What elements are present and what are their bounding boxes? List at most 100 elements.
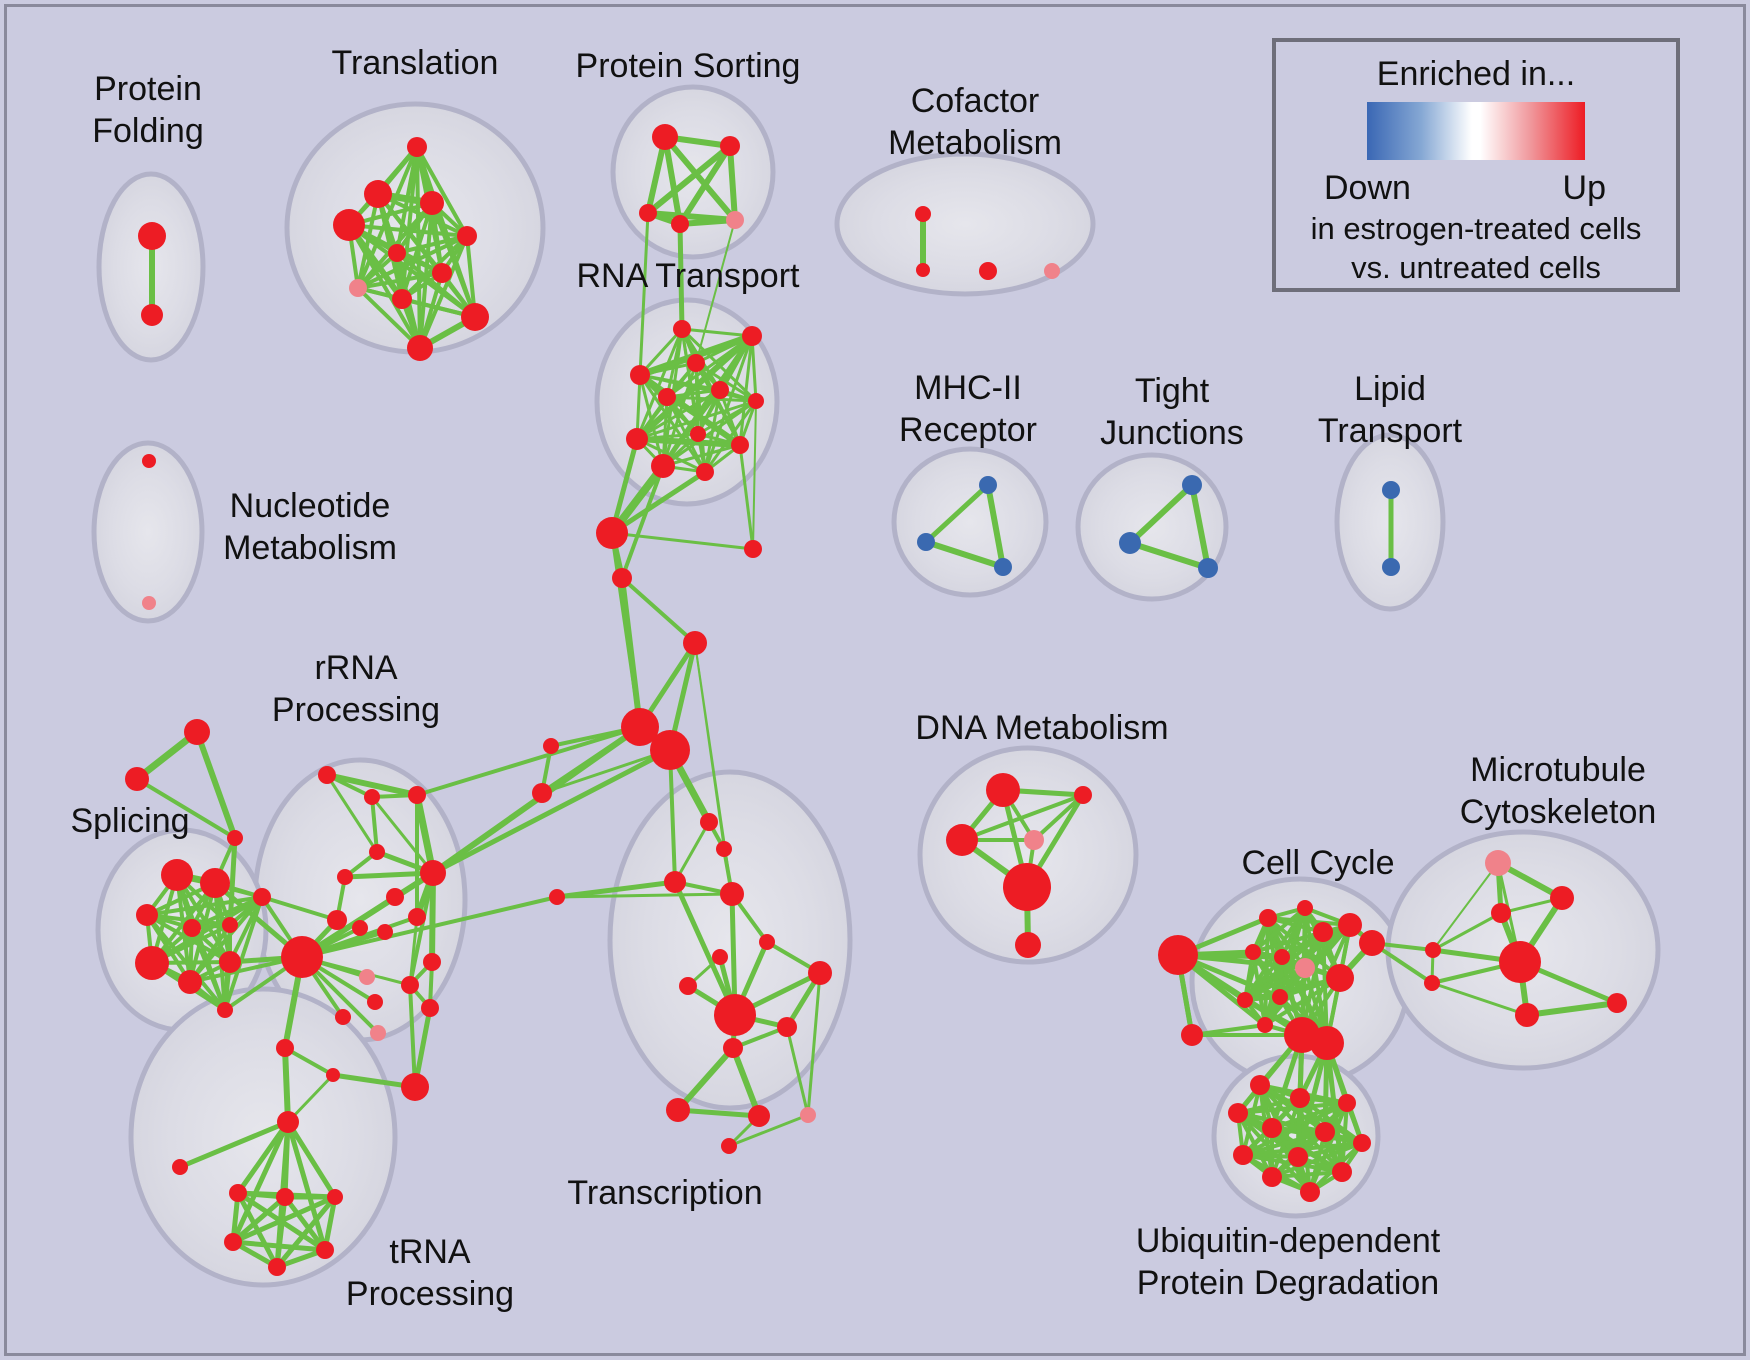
node-rt1[interactable] (673, 320, 691, 338)
node-r3[interactable] (408, 786, 426, 804)
node-tx8[interactable] (679, 977, 697, 995)
node-u6[interactable] (1315, 1122, 1335, 1142)
node-cc11[interactable] (1257, 1017, 1273, 1033)
node-r4[interactable] (369, 844, 385, 860)
node-mtc2[interactable] (1424, 975, 1440, 991)
node-ps3[interactable] (639, 204, 657, 222)
node-t4[interactable] (333, 209, 365, 241)
node-b415[interactable] (401, 1073, 429, 1101)
node-tb2[interactable] (326, 1068, 340, 1082)
node-cc9[interactable] (1237, 992, 1253, 1008)
node-mt1[interactable] (1550, 886, 1574, 910)
node-u11[interactable] (1262, 1167, 1282, 1187)
node-m2[interactable] (917, 533, 935, 551)
node-m1[interactable] (979, 476, 997, 494)
node-ps2[interactable] (720, 136, 740, 156)
node-d4[interactable] (1024, 830, 1044, 850)
node-cf1[interactable] (915, 206, 931, 222)
node-rt4[interactable] (630, 365, 650, 385)
node-rt10[interactable] (731, 436, 749, 454)
node-m3[interactable] (994, 558, 1012, 576)
node-txhub[interactable] (714, 994, 756, 1036)
node-ccB2[interactable] (1310, 1026, 1344, 1060)
node-nm1[interactable] (142, 454, 156, 468)
node-rt3[interactable] (687, 354, 705, 372)
node-t2[interactable] (364, 180, 392, 208)
node-tx6[interactable] (759, 934, 775, 950)
node-u9[interactable] (1288, 1147, 1308, 1167)
node-t5[interactable] (457, 226, 477, 246)
node-sp6[interactable] (135, 946, 169, 980)
node-r10[interactable] (377, 924, 393, 940)
node-cc7[interactable] (1295, 958, 1315, 978)
node-d1[interactable] (986, 773, 1020, 807)
node-u10[interactable] (1332, 1162, 1352, 1182)
node-u5[interactable] (1262, 1118, 1282, 1138)
node-nm2[interactable] (142, 596, 156, 610)
node-t10[interactable] (461, 303, 489, 331)
node-trhub[interactable] (277, 1111, 299, 1133)
node-trl[interactable] (172, 1159, 188, 1175)
node-t8[interactable] (349, 279, 367, 297)
node-ps1[interactable] (652, 124, 678, 150)
node-rt9[interactable] (690, 426, 706, 442)
node-c0[interactable] (683, 631, 707, 655)
node-rt7[interactable] (748, 393, 764, 409)
node-t6[interactable] (388, 244, 406, 262)
node-tr6[interactable] (268, 1258, 286, 1276)
node-tx2[interactable] (716, 841, 732, 857)
node-r5[interactable] (337, 869, 353, 885)
node-rt12[interactable] (696, 463, 714, 481)
node-t1[interactable] (407, 137, 427, 157)
node-r16[interactable] (423, 953, 441, 971)
node-tx14[interactable] (721, 1138, 737, 1154)
node-tx1[interactable] (700, 813, 718, 831)
node-cc12[interactable] (1359, 930, 1385, 956)
node-u2[interactable] (1290, 1088, 1310, 1108)
node-cclow[interactable] (1181, 1024, 1203, 1046)
node-r11[interactable] (408, 908, 426, 926)
node-rhub[interactable] (281, 936, 323, 978)
node-tx7[interactable] (808, 961, 832, 985)
node-d3[interactable] (946, 824, 978, 856)
node-r14[interactable] (335, 1009, 351, 1025)
node-sp3[interactable] (136, 904, 158, 926)
node-tx10[interactable] (723, 1038, 743, 1058)
node-cq[interactable] (744, 540, 762, 558)
node-t11[interactable] (407, 335, 433, 361)
node-tj2[interactable] (1119, 532, 1141, 554)
node-t3[interactable] (420, 191, 444, 215)
node-lp1[interactable] (1382, 481, 1400, 499)
node-ps5[interactable] (726, 211, 744, 229)
node-u8[interactable] (1233, 1145, 1253, 1165)
node-mt4[interactable] (1515, 1003, 1539, 1027)
node-sp4[interactable] (183, 919, 201, 937)
node-tr1[interactable] (229, 1184, 247, 1202)
node-r13[interactable] (370, 1025, 386, 1041)
node-cc10[interactable] (1272, 989, 1288, 1005)
node-sb[interactable] (125, 767, 149, 791)
node-mtc1[interactable] (1425, 942, 1441, 958)
node-u3[interactable] (1338, 1094, 1356, 1112)
node-cl1[interactable] (543, 738, 559, 754)
node-d5[interactable] (1003, 863, 1051, 911)
node-rt5[interactable] (711, 381, 729, 399)
node-tr5[interactable] (316, 1241, 334, 1259)
node-sc[interactable] (227, 830, 243, 846)
node-cc3[interactable] (1313, 922, 1333, 942)
node-tr4[interactable] (224, 1233, 242, 1251)
node-rt6[interactable] (658, 388, 676, 406)
node-cc1[interactable] (1259, 909, 1277, 927)
node-ps4[interactable] (671, 215, 689, 233)
node-cc4[interactable] (1338, 913, 1362, 937)
node-cl2[interactable] (532, 783, 552, 803)
node-sp10[interactable] (217, 1002, 233, 1018)
node-d2[interactable] (1074, 786, 1092, 804)
node-tj1[interactable] (1182, 475, 1202, 495)
node-tx9[interactable] (777, 1017, 797, 1037)
node-sp1[interactable] (161, 859, 193, 891)
node-mtbig[interactable] (1499, 941, 1541, 983)
node-r1[interactable] (318, 766, 336, 784)
node-cf3[interactable] (979, 262, 997, 280)
node-cf2[interactable] (916, 263, 930, 277)
